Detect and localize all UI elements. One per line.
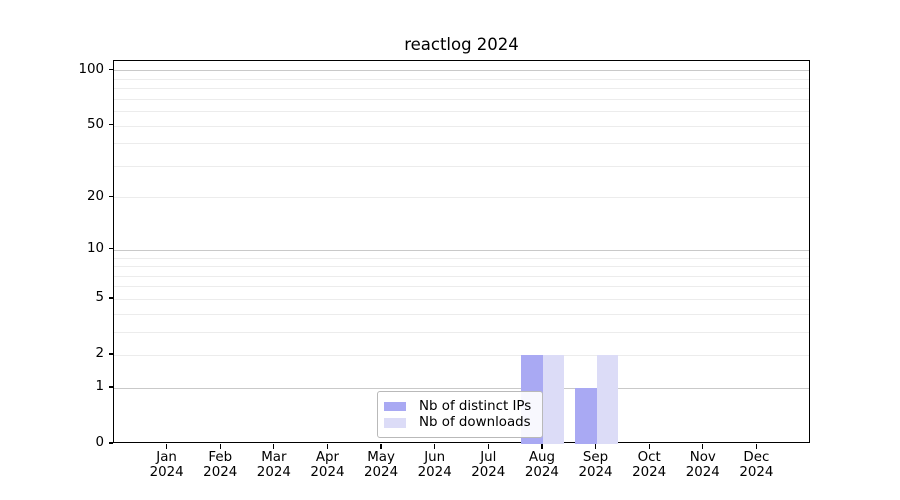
x-tick [434, 444, 436, 449]
x-tick [487, 444, 489, 449]
y-tick [108, 123, 113, 126]
x-tick-label: Jul 2024 [471, 449, 506, 481]
x-tick [273, 444, 275, 449]
x-tick [755, 444, 758, 449]
minor-gridline [114, 266, 809, 268]
minor-gridline [114, 355, 809, 357]
minor-gridline [114, 286, 809, 288]
bar-sep-series0 [575, 387, 597, 444]
x-tick [380, 444, 382, 449]
minor-gridline [114, 88, 809, 90]
y-tick [108, 68, 113, 70]
minor-gridline [114, 197, 809, 199]
y-tick [108, 353, 113, 355]
x-tick [541, 444, 543, 449]
y-tick-label: 20 [86, 188, 104, 204]
x-tick [648, 444, 650, 449]
legend-swatch-downloads [384, 418, 406, 428]
x-tick-label: Aug 2024 [524, 449, 559, 481]
minor-gridline [114, 331, 809, 333]
y-tick [108, 297, 113, 299]
y-tick-label: 50 [86, 116, 104, 132]
x-tick-label: Jan 2024 [149, 449, 184, 481]
minor-gridline [114, 78, 809, 80]
major-gridline [114, 249, 809, 251]
x-tick-label: Oct 2024 [632, 449, 667, 481]
y-tick-label: 0 [95, 435, 104, 451]
x-tick [219, 444, 221, 449]
chart-title: reactlog 2024 [404, 35, 519, 54]
minor-gridline [114, 313, 809, 315]
legend-item-distinct-ips: Nb of distinct IPs [384, 398, 542, 415]
x-tick-label: Mar 2024 [256, 449, 291, 481]
x-tick-label: Jun 2024 [417, 449, 452, 481]
x-tick [702, 444, 704, 449]
legend-label-downloads: Nb of downloads [419, 415, 531, 431]
x-tick-label: Nov 2024 [685, 449, 720, 481]
x-tick [594, 444, 597, 449]
legend-swatch-distinct-ips [384, 401, 406, 411]
minor-gridline [114, 165, 809, 167]
bar-sep-series1 [596, 355, 618, 444]
y-tick-label: 2 [95, 346, 104, 362]
y-tick [108, 386, 113, 388]
y-tick-label: 10 [86, 241, 104, 257]
plot-area [113, 60, 810, 444]
x-tick-label: Dec 2024 [739, 449, 774, 481]
minor-gridline [114, 298, 809, 300]
legend: Nb of distinct IPs Nb of downloads [377, 391, 543, 438]
minor-gridline [114, 257, 809, 259]
y-tick-label: 1 [95, 379, 104, 395]
minor-gridline [114, 111, 809, 113]
y-tick [108, 442, 113, 444]
minor-gridline [114, 143, 809, 145]
y-tick-label: 5 [95, 290, 104, 306]
minor-gridline [114, 98, 809, 100]
x-tick [326, 444, 329, 449]
legend-label-distinct-ips: Nb of distinct IPs [419, 398, 532, 414]
x-tick-label: Apr 2024 [310, 449, 345, 481]
x-tick-label: May 2024 [364, 449, 399, 481]
y-tick-label: 100 [78, 61, 104, 77]
x-tick [165, 444, 168, 449]
bar-aug-series1 [542, 355, 565, 444]
x-tick-label: Sep 2024 [578, 449, 613, 481]
y-tick [108, 195, 113, 198]
minor-gridline [114, 125, 809, 127]
minor-gridline [114, 275, 809, 277]
major-gridline [114, 387, 809, 389]
legend-item-downloads: Nb of downloads [384, 415, 542, 432]
x-tick-label: Feb 2024 [203, 449, 238, 481]
major-gridline [114, 70, 809, 72]
y-tick [108, 248, 113, 250]
